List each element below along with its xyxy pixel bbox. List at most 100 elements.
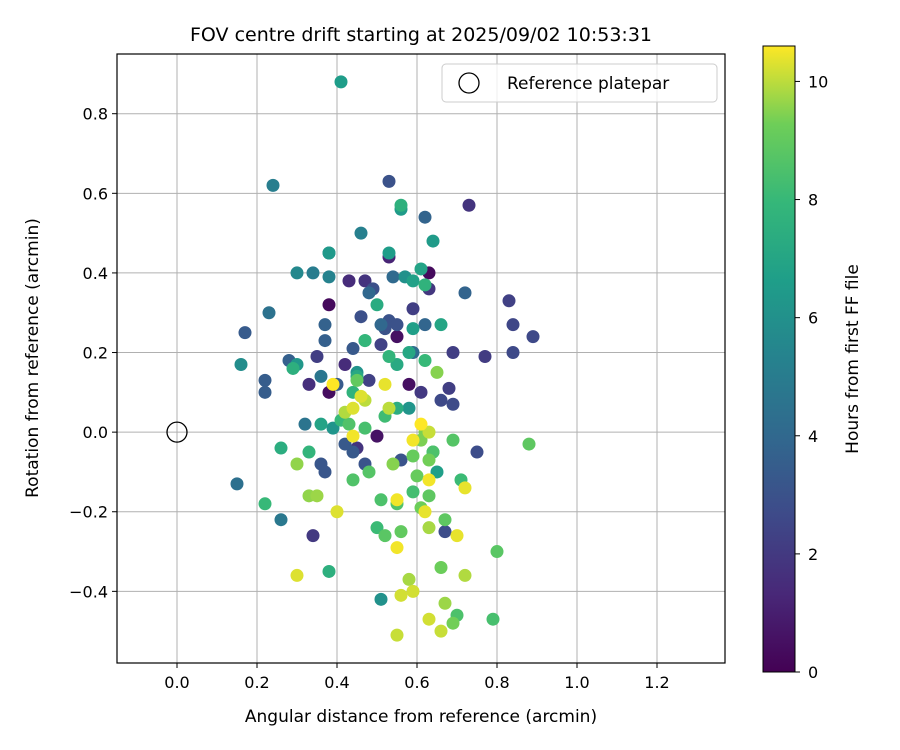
- data-point: [502, 294, 516, 308]
- data-point: [318, 334, 332, 348]
- data-point: [318, 318, 332, 332]
- data-point: [438, 525, 452, 539]
- data-point: [358, 421, 372, 435]
- data-point: [358, 334, 372, 348]
- data-point: [290, 568, 304, 582]
- data-point: [318, 465, 332, 479]
- colorbar-label: Hours from first FF file: [843, 264, 863, 454]
- data-points: [230, 75, 540, 642]
- colorbar-tick-label: 2: [808, 545, 818, 564]
- x-tick-label: 1.0: [564, 673, 589, 692]
- data-point: [406, 274, 420, 288]
- data-point: [418, 210, 432, 224]
- colorbar-tick-label: 6: [808, 309, 818, 328]
- data-point: [390, 357, 404, 371]
- data-point: [418, 353, 432, 367]
- data-point: [374, 592, 388, 606]
- reference-platepar-marker: [166, 421, 188, 443]
- colorbar-ticks: 0 2 4 6 8 10: [795, 72, 828, 682]
- data-point: [382, 401, 396, 415]
- data-point: [418, 318, 432, 332]
- data-point: [430, 365, 444, 379]
- data-point: [406, 485, 420, 499]
- data-point: [402, 572, 416, 586]
- data-point: [362, 286, 376, 300]
- data-point: [402, 401, 416, 415]
- y-tick-label: −0.4: [69, 582, 108, 601]
- x-tick-label: 1.2: [644, 673, 669, 692]
- data-point: [338, 437, 352, 451]
- legend: Reference platepar: [441, 63, 718, 103]
- data-point: [302, 377, 316, 391]
- data-point: [370, 429, 384, 443]
- data-point: [354, 226, 368, 240]
- data-point: [418, 278, 432, 292]
- data-point: [450, 529, 464, 543]
- data-point: [446, 616, 460, 630]
- data-point: [390, 493, 404, 507]
- data-point: [298, 417, 312, 431]
- plot-frame: [116, 53, 726, 664]
- data-point: [322, 564, 336, 578]
- chart-title: FOV centre drift starting at 2025/09/02 …: [190, 24, 652, 46]
- data-point: [458, 568, 472, 582]
- data-point: [234, 357, 248, 371]
- data-point: [258, 385, 272, 399]
- data-point: [458, 286, 472, 300]
- data-point: [310, 350, 324, 364]
- data-point: [442, 381, 456, 395]
- data-point: [414, 385, 428, 399]
- data-point: [390, 318, 404, 332]
- data-point: [506, 318, 520, 332]
- data-point: [374, 338, 388, 352]
- data-point: [438, 513, 452, 527]
- data-point: [326, 421, 340, 435]
- data-point: [266, 178, 280, 192]
- data-point: [382, 350, 396, 364]
- data-point: [274, 441, 288, 455]
- data-point: [326, 377, 340, 391]
- data-point: [394, 588, 408, 602]
- data-point: [354, 389, 368, 403]
- data-point: [362, 465, 376, 479]
- y-axis-label: Rotation from reference (arcmin): [23, 218, 43, 498]
- data-point: [358, 274, 372, 288]
- data-point: [306, 529, 320, 543]
- data-point: [434, 318, 448, 332]
- data-point: [374, 493, 388, 507]
- data-point: [478, 350, 492, 364]
- data-point: [382, 174, 396, 188]
- data-point: [386, 270, 400, 284]
- data-point: [310, 489, 324, 503]
- x-tick-label: 0.6: [404, 673, 429, 692]
- data-point: [322, 270, 336, 284]
- data-point: [230, 477, 244, 491]
- colorbar-tick-label: 4: [808, 427, 818, 446]
- data-point: [394, 525, 408, 539]
- data-point: [446, 433, 460, 447]
- data-point: [406, 322, 420, 336]
- data-point: [262, 306, 276, 320]
- data-point: [402, 346, 416, 360]
- data-point: [486, 612, 500, 626]
- data-point: [378, 529, 392, 543]
- data-point: [522, 437, 536, 451]
- data-point: [422, 425, 436, 439]
- data-point: [422, 521, 436, 535]
- x-tick-label: 0.0: [164, 673, 189, 692]
- y-tick-label: 0.6: [83, 184, 108, 203]
- data-point: [422, 453, 436, 467]
- data-point: [470, 445, 484, 459]
- x-tick-label: 0.8: [484, 673, 509, 692]
- data-point: [462, 198, 476, 212]
- data-point: [386, 457, 400, 471]
- y-tick-label: 0.0: [83, 423, 108, 442]
- colorbar-tick-label: 8: [808, 191, 818, 210]
- data-point: [322, 246, 336, 260]
- data-point: [406, 584, 420, 598]
- legend-box: [441, 63, 718, 103]
- data-point: [430, 465, 444, 479]
- legend-marker: [458, 72, 480, 94]
- data-point: [346, 445, 360, 459]
- data-point: [446, 397, 460, 411]
